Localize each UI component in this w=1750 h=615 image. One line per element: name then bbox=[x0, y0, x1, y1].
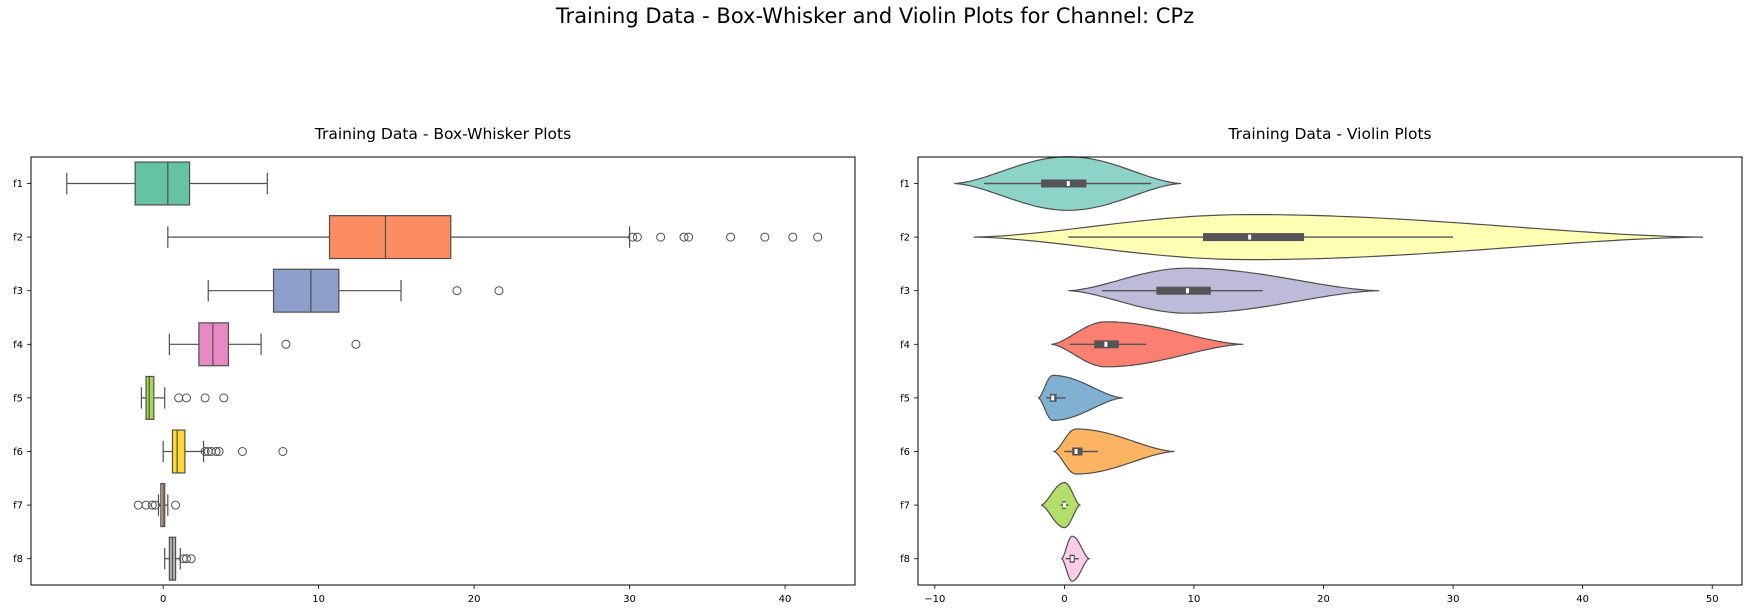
outlier-point bbox=[200, 447, 210, 456]
box-ytick-label: f3 bbox=[13, 286, 23, 297]
violin-ytick-label: f5 bbox=[900, 393, 910, 404]
violin-ytick-label: f8 bbox=[900, 554, 910, 565]
violin-ytick-label: f7 bbox=[900, 501, 910, 512]
box-iqr-f1 bbox=[134, 161, 191, 206]
violin-xtick-label: 40 bbox=[1576, 594, 1589, 605]
outlier-point bbox=[141, 500, 151, 510]
outlier-point bbox=[181, 554, 191, 564]
violin-body-f4 bbox=[1051, 321, 1244, 368]
outlier-point bbox=[656, 232, 666, 242]
violin-median-marker bbox=[1074, 449, 1078, 454]
outlier-point bbox=[219, 393, 229, 403]
violin-median-marker bbox=[1104, 341, 1108, 347]
box-ytick-label: f5 bbox=[13, 393, 23, 404]
box-ytick-label: f8 bbox=[13, 554, 23, 565]
outlier-point bbox=[494, 286, 504, 296]
violin-axes-frame bbox=[917, 156, 1743, 586]
violin-median-marker bbox=[1062, 502, 1066, 508]
outlier-point bbox=[452, 286, 462, 296]
violin-xtick-label: 10 bbox=[1188, 594, 1201, 605]
box-iqr-f4 bbox=[198, 322, 230, 367]
box-xtick-label: 30 bbox=[623, 594, 636, 605]
outlier-point bbox=[278, 447, 288, 456]
violin-xtick-label: 0 bbox=[1061, 594, 1067, 605]
violin-iqr-bar bbox=[1203, 233, 1305, 242]
violin-xtick-label: 50 bbox=[1706, 594, 1719, 605]
violin-median-marker bbox=[1066, 181, 1070, 186]
violin-median-marker bbox=[1185, 288, 1189, 294]
violin-median-marker bbox=[1051, 395, 1055, 401]
box-axes-frame bbox=[30, 156, 856, 586]
violin-panel: f1 f2 f3 f4 f5 f6 f7 f8 −10 0 10 20 30 40 50 bbox=[900, 156, 1743, 605]
violin-xtick-label: 30 bbox=[1447, 594, 1460, 605]
outlier-point bbox=[150, 500, 160, 510]
violin-body-f5 bbox=[1037, 374, 1123, 421]
violin-ytick-label: f4 bbox=[900, 340, 910, 351]
outlier-point bbox=[760, 232, 770, 242]
violin-ytick-label: f3 bbox=[900, 286, 910, 297]
violin-iqr-bar bbox=[1156, 286, 1211, 295]
outlier-point bbox=[726, 232, 736, 242]
outlier-point bbox=[186, 554, 196, 564]
box-xtick-label: 10 bbox=[312, 594, 325, 605]
violin-body-f6 bbox=[1052, 428, 1175, 475]
outlier-point bbox=[684, 232, 694, 242]
violin-xtick-label: −10 bbox=[924, 594, 945, 605]
box-xtick-label: 40 bbox=[779, 594, 792, 605]
box-plot-title: Training Data - Box-Whisker Plots bbox=[314, 125, 572, 143]
box-ytick-label: f1 bbox=[13, 179, 23, 190]
outlier-point bbox=[174, 393, 184, 403]
violin-body-f7 bbox=[1040, 482, 1082, 529]
violin-ytick-label: f6 bbox=[900, 447, 910, 458]
box-iqr-f2 bbox=[328, 215, 452, 260]
box-ytick-label: f4 bbox=[13, 340, 23, 351]
figure-suptitle: Training Data - Box-Whisker and Violin P… bbox=[555, 4, 1195, 28]
outlier-point bbox=[147, 500, 157, 510]
outlier-point bbox=[237, 447, 247, 456]
box-iqr-f6 bbox=[171, 429, 186, 474]
outlier-point bbox=[171, 500, 181, 510]
violin-ytick-label: f1 bbox=[900, 179, 910, 190]
box-xtick-label: 0 bbox=[160, 594, 166, 605]
outlier-point bbox=[679, 232, 689, 242]
box-ytick-label: f6 bbox=[13, 447, 23, 458]
violin-plot-title: Training Data - Violin Plots bbox=[1228, 125, 1432, 143]
outlier-point bbox=[181, 393, 191, 403]
outlier-point bbox=[281, 339, 291, 349]
box-xtick-label: 20 bbox=[468, 594, 481, 605]
violin-median-marker bbox=[1070, 556, 1074, 562]
outlier-point bbox=[214, 447, 224, 456]
box-iqr-f5 bbox=[145, 375, 155, 420]
box-ytick-label: f2 bbox=[13, 233, 23, 244]
outlier-point bbox=[632, 232, 642, 242]
violin-median-marker bbox=[1248, 234, 1252, 240]
outlier-point bbox=[788, 232, 798, 242]
outlier-point bbox=[133, 500, 143, 510]
violin-xtick-label: 20 bbox=[1317, 594, 1330, 605]
outlier-point bbox=[211, 447, 221, 456]
violin-ytick-label: f2 bbox=[900, 233, 910, 244]
outlier-point bbox=[200, 393, 210, 403]
box-ytick-label: f7 bbox=[13, 501, 23, 512]
outlier-point bbox=[813, 232, 823, 242]
box-iqr-f3 bbox=[272, 268, 340, 313]
box-whisker-panel: f1 f2 f3 f4 f5 f6 f7 f8 0 10 20 30 40 bbox=[13, 156, 856, 605]
violin-iqr-bar bbox=[1041, 179, 1087, 188]
outlier-point bbox=[628, 232, 638, 242]
outlier-point bbox=[351, 339, 361, 349]
